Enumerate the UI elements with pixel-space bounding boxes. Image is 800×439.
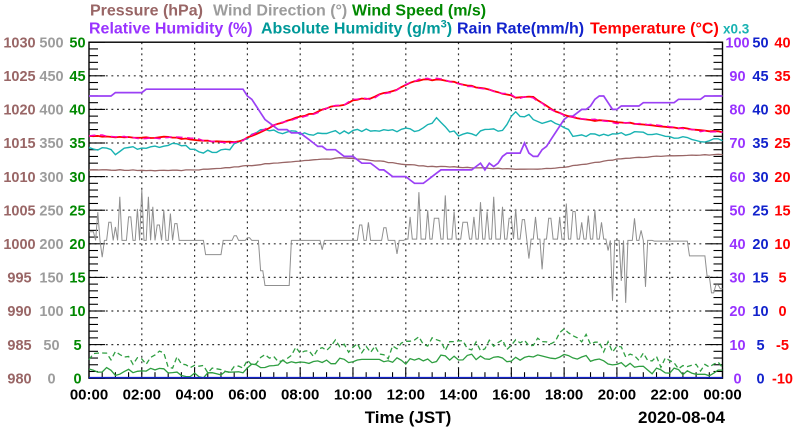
svg-text:30: 30	[729, 271, 745, 287]
svg-text:40: 40	[729, 237, 745, 253]
svg-text:Time (JST): Time (JST)	[365, 408, 452, 427]
svg-text:70: 70	[729, 136, 745, 152]
svg-text:20: 20	[729, 304, 745, 320]
svg-text:50: 50	[43, 338, 59, 354]
svg-text:45: 45	[69, 69, 85, 85]
svg-text:20:00: 20:00	[598, 387, 636, 404]
svg-text:16:00: 16:00	[492, 387, 530, 404]
svg-text:1030: 1030	[3, 35, 35, 51]
svg-text:0: 0	[756, 371, 764, 387]
svg-text:250: 250	[39, 203, 63, 219]
svg-text:40: 40	[752, 103, 768, 119]
svg-text:12:00: 12:00	[387, 387, 425, 404]
svg-text:80: 80	[729, 103, 745, 119]
svg-text:40: 40	[774, 35, 790, 51]
svg-text:50: 50	[752, 35, 768, 51]
svg-text:04:00: 04:00	[175, 387, 213, 404]
svg-text:200: 200	[39, 237, 63, 253]
svg-text:Pressure (hPa): Pressure (hPa)	[90, 3, 203, 20]
svg-text:995: 995	[7, 271, 31, 287]
svg-text:15: 15	[69, 271, 85, 287]
svg-text:18:00: 18:00	[545, 387, 583, 404]
svg-text:Relative Humidity (%): Relative Humidity (%)	[89, 21, 253, 38]
svg-text:Temperature (°C): Temperature (°C)	[590, 21, 719, 38]
svg-text:06:00: 06:00	[228, 387, 266, 404]
svg-text:985: 985	[7, 338, 31, 354]
svg-text:5: 5	[73, 338, 81, 354]
svg-text:14:00: 14:00	[439, 387, 477, 404]
svg-text:40: 40	[69, 103, 85, 119]
svg-text:1025: 1025	[3, 69, 35, 85]
svg-text:25: 25	[752, 203, 768, 219]
svg-text:990: 990	[7, 304, 31, 320]
svg-text:980: 980	[7, 371, 31, 387]
svg-text:0: 0	[47, 371, 55, 387]
svg-text:30: 30	[69, 170, 85, 186]
svg-text:Wind Speed (m/s): Wind Speed (m/s)	[352, 3, 486, 20]
svg-text:1000: 1000	[3, 237, 35, 253]
svg-text:00:00: 00:00	[70, 387, 108, 404]
svg-text:02:00: 02:00	[123, 387, 161, 404]
svg-text:450: 450	[39, 69, 63, 85]
svg-text:15: 15	[774, 203, 790, 219]
svg-text:500: 500	[39, 35, 63, 51]
svg-text:08:00: 08:00	[281, 387, 319, 404]
svg-text:00:00: 00:00	[703, 387, 741, 404]
svg-text:35: 35	[774, 69, 790, 85]
svg-text:0: 0	[733, 371, 741, 387]
svg-text:10: 10	[774, 237, 790, 253]
svg-text:90: 90	[729, 69, 745, 85]
svg-text:50: 50	[69, 35, 85, 51]
svg-text:300: 300	[39, 170, 63, 186]
svg-text:25: 25	[69, 203, 85, 219]
svg-text:100: 100	[39, 304, 63, 320]
svg-text:30: 30	[752, 170, 768, 186]
svg-text:150: 150	[39, 271, 63, 287]
svg-text:60: 60	[729, 170, 745, 186]
svg-text:35: 35	[752, 136, 768, 152]
svg-text:1005: 1005	[3, 203, 35, 219]
svg-text:1020: 1020	[3, 103, 35, 119]
svg-text:5: 5	[778, 271, 786, 287]
svg-text:45: 45	[752, 69, 768, 85]
svg-text:400: 400	[39, 103, 63, 119]
svg-text:Absolute Humidity (g/m3): Absolute Humidity (g/m3)	[261, 19, 452, 38]
svg-text:100: 100	[725, 35, 749, 51]
svg-text:0: 0	[778, 304, 786, 320]
svg-text:350: 350	[39, 136, 63, 152]
svg-text:25: 25	[774, 136, 790, 152]
svg-text:Rain Rate(mm/h): Rain Rate(mm/h)	[457, 21, 584, 38]
svg-text:10:00: 10:00	[334, 387, 372, 404]
svg-text:50: 50	[729, 203, 745, 219]
svg-text:1010: 1010	[3, 170, 35, 186]
svg-text:Wind Direction (°): Wind Direction (°)	[213, 3, 347, 20]
svg-text:-5: -5	[776, 338, 789, 354]
svg-text:x0.3: x0.3	[723, 22, 750, 37]
svg-text:22:00: 22:00	[651, 387, 689, 404]
svg-text:20: 20	[774, 170, 790, 186]
svg-text:1015: 1015	[3, 136, 35, 152]
svg-text:5: 5	[756, 338, 764, 354]
svg-text:-10: -10	[772, 371, 793, 387]
svg-text:35: 35	[69, 136, 85, 152]
svg-text:30: 30	[774, 103, 790, 119]
svg-text:15: 15	[752, 271, 768, 287]
svg-text:0: 0	[73, 371, 81, 387]
svg-text:10: 10	[69, 304, 85, 320]
svg-text:10: 10	[729, 338, 745, 354]
svg-text:20: 20	[752, 237, 768, 253]
svg-text:2020-08-04: 2020-08-04	[638, 408, 726, 427]
svg-text:20: 20	[69, 237, 85, 253]
svg-text:10: 10	[752, 304, 768, 320]
